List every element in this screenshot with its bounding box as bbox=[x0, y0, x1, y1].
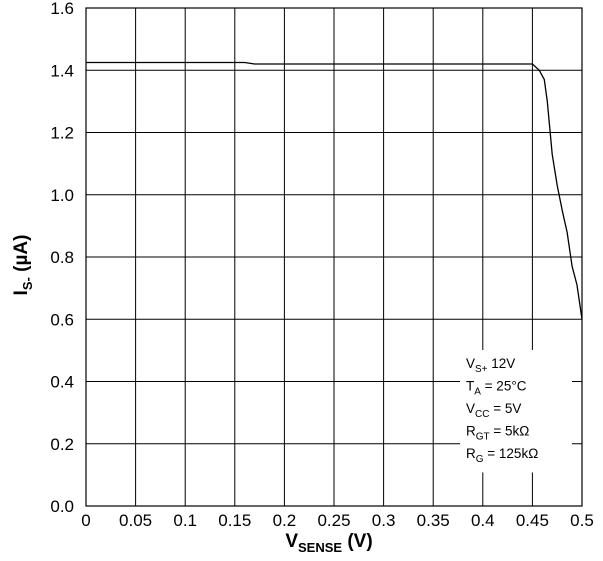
y-tick-label: 1.4 bbox=[50, 61, 74, 80]
x-tick-label: 0.3 bbox=[372, 511, 396, 530]
y-axis-title-sub: S- bbox=[20, 277, 35, 290]
x-tick-label: 0 bbox=[81, 511, 90, 530]
tick-labels: 0 0.05 0.1 0.15 0.2 0.25 0.3 0.35 0.4 0.45 0.5 0.0 0… bbox=[50, 0, 593, 530]
x-tick-label: 0.35 bbox=[417, 511, 450, 530]
x-axis-title-sub: SENSE bbox=[298, 540, 342, 555]
y-axis-title-rest: (µA) bbox=[11, 235, 32, 278]
x-tick-label: 0.45 bbox=[516, 511, 549, 530]
x-tick-label: 0.4 bbox=[471, 511, 495, 530]
x-axis-title-rest: (V) bbox=[342, 531, 373, 552]
y-axis-title: IS- (µA) bbox=[11, 235, 35, 296]
annotation-background bbox=[460, 350, 572, 473]
y-tick-label: 1.0 bbox=[50, 186, 74, 205]
y-axis-title-main: I bbox=[11, 290, 32, 295]
annotation-line: RGT = 5kΩ bbox=[466, 424, 529, 443]
x-axis-title-main: V bbox=[285, 531, 298, 552]
y-tick-label: 0.8 bbox=[50, 248, 74, 267]
conditions-annotation: VS+ 12V TA = 25°C VCC = 5V RGT = 5kΩ RG … bbox=[460, 350, 572, 473]
x-tick-label: 0.5 bbox=[570, 511, 594, 530]
x-tick-label: 0.2 bbox=[273, 511, 297, 530]
plot-frame bbox=[85, 7, 583, 507]
annotation-line: TA = 25°C bbox=[466, 379, 527, 398]
series-line bbox=[86, 61, 583, 320]
x-axis-title: VSENSE (V) bbox=[285, 531, 372, 555]
series-layer bbox=[86, 61, 583, 320]
y-tick-label: 0.2 bbox=[50, 435, 74, 454]
x-tick-label: 0.25 bbox=[317, 511, 350, 530]
x-tick-label: 0.05 bbox=[119, 511, 152, 530]
y-tick-label: 0.4 bbox=[50, 373, 74, 392]
annotation-line: RG = 125kΩ bbox=[466, 446, 538, 465]
y-tick-label: 0.0 bbox=[50, 497, 74, 516]
y-tick-label: 0.6 bbox=[50, 310, 74, 329]
annotation-line: VS+ 12V bbox=[466, 356, 515, 375]
y-tick-label: 1.2 bbox=[50, 124, 74, 143]
x-tick-label: 0.1 bbox=[173, 511, 197, 530]
x-tick-label: 0.15 bbox=[218, 511, 251, 530]
y-tick-label: 1.6 bbox=[50, 0, 74, 18]
annotation-line: VCC = 5V bbox=[466, 401, 521, 420]
